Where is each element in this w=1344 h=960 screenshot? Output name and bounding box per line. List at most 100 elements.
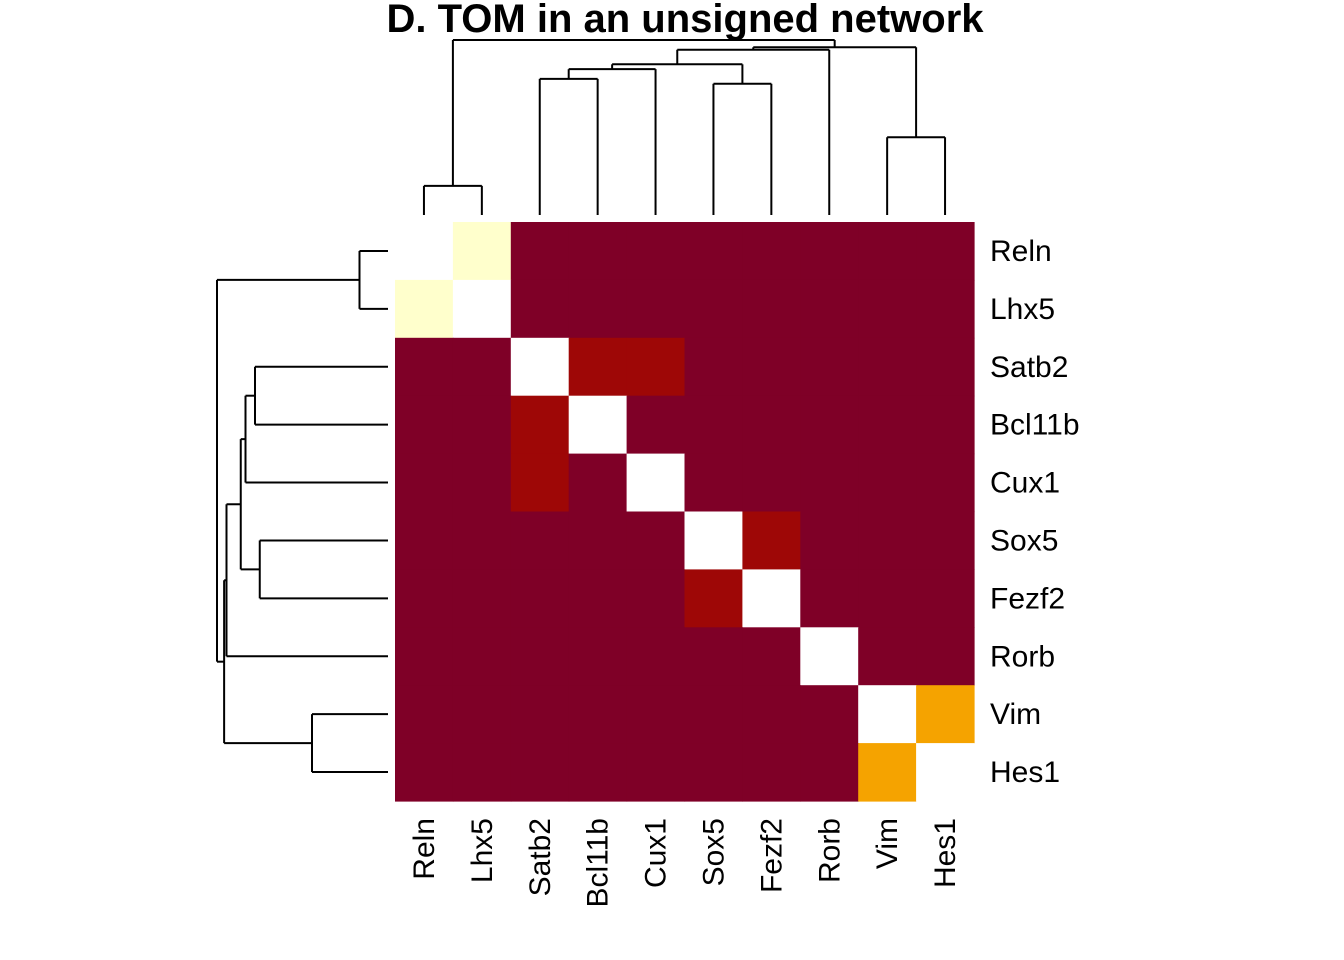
heatmap-cell-Hes1-Reln bbox=[395, 743, 454, 802]
heatmap-cell-Fezf2-Vim bbox=[858, 569, 917, 628]
row-label-Bcl11b: Bcl11b bbox=[990, 409, 1080, 442]
heatmap-cell-Lhx5-Lhx5 bbox=[452, 279, 512, 339]
heatmap-cell-Hes1-Hes1 bbox=[916, 743, 975, 802]
heatmap-cell-Vim-Lhx5 bbox=[452, 685, 512, 744]
heatmap-cell-Satb2-Hes1 bbox=[916, 337, 975, 397]
row-label-Rorb: Rorb bbox=[990, 640, 1055, 673]
heatmap-cell-Cux1-Vim bbox=[858, 453, 917, 513]
heatmap-cell-Sox5-Bcl11b bbox=[568, 511, 628, 570]
heatmap-cell-Hes1-Fezf2 bbox=[742, 743, 801, 802]
heatmap-cell-Rorb-Satb2 bbox=[510, 627, 570, 686]
heatmap-cell-Fezf2-Rorb bbox=[800, 569, 859, 628]
heatmap-cell-Bcl11b-Cux1 bbox=[626, 395, 686, 455]
heatmap-cell-Bcl11b-Reln bbox=[395, 395, 454, 455]
heatmap-cell-Vim-Rorb bbox=[800, 685, 859, 744]
heatmap-cell-Bcl11b-Bcl11b bbox=[568, 395, 628, 455]
heatmap-cell-Cux1-Satb2 bbox=[510, 453, 570, 513]
heatmap-cell-Lhx5-Cux1 bbox=[626, 279, 686, 339]
row-label-Hes1: Hes1 bbox=[990, 756, 1060, 789]
heatmap-cell-Sox5-Rorb bbox=[800, 511, 859, 570]
row-label-Vim: Vim bbox=[990, 698, 1041, 731]
heatmap-cell-Vim-Hes1 bbox=[916, 685, 975, 744]
column-label-Satb2: Satb2 bbox=[524, 818, 557, 896]
heatmap-cell-Reln-Vim bbox=[858, 222, 917, 281]
row-label-Sox5: Sox5 bbox=[990, 524, 1058, 557]
heatmap-cell-Reln-Rorb bbox=[800, 222, 859, 281]
column-dendrogram bbox=[422, 39, 947, 215]
heatmap-cell-Cux1-Rorb bbox=[800, 453, 859, 513]
heatmap-cell-Sox5-Lhx5 bbox=[452, 511, 512, 570]
heatmap-cell-Fezf2-Satb2 bbox=[510, 569, 570, 628]
row-dendrogram bbox=[216, 249, 388, 774]
heatmap-cell-Vim-Sox5 bbox=[684, 685, 743, 744]
row-label-Fezf2: Fezf2 bbox=[990, 582, 1065, 615]
heatmap-cell-Satb2-Bcl11b bbox=[568, 337, 628, 397]
heatmap-cell-Rorb-Reln bbox=[395, 627, 454, 686]
heatmap-cell-Reln-Bcl11b bbox=[568, 222, 628, 281]
heatmap-cell-Vim-Cux1 bbox=[626, 685, 686, 744]
heatmap-cell-Sox5-Reln bbox=[395, 511, 454, 570]
heatmap-cell-Hes1-Vim bbox=[858, 743, 917, 802]
heatmap-cell-Cux1-Sox5 bbox=[684, 453, 743, 513]
column-label-Cux1: Cux1 bbox=[640, 818, 673, 888]
column-label-Fezf2: Fezf2 bbox=[755, 818, 788, 893]
heatmap-cell-Lhx5-Bcl11b bbox=[568, 279, 628, 339]
heatmap-cell-Fezf2-Hes1 bbox=[916, 569, 975, 628]
heatmap-cell-Cux1-Bcl11b bbox=[568, 453, 628, 513]
column-label-Vim: Vim bbox=[871, 818, 904, 869]
heatmap-cell-Satb2-Reln bbox=[395, 337, 454, 397]
heatmap-cell-Rorb-Cux1 bbox=[626, 627, 686, 686]
row-label-Reln: Reln bbox=[990, 235, 1052, 268]
heatmap-cell-Satb2-Rorb bbox=[800, 337, 859, 397]
heatmap-cell-Sox5-Satb2 bbox=[510, 511, 570, 570]
column-label-Hes1: Hes1 bbox=[929, 818, 962, 888]
column-labels: Reln Lhx5 Satb2 Bcl11b Cux1 Sox5 Fezf2 Rorb Vim H… bbox=[408, 818, 962, 908]
row-label-Cux1: Cux1 bbox=[990, 467, 1060, 500]
heatmap-cell-Lhx5-Satb2 bbox=[510, 279, 570, 339]
column-label-Sox5: Sox5 bbox=[697, 818, 730, 886]
heatmap-cell-Fezf2-Fezf2 bbox=[742, 569, 801, 628]
heatmap-cell-Cux1-Cux1 bbox=[626, 453, 686, 513]
heatmap-cell-Bcl11b-Lhx5 bbox=[452, 395, 512, 455]
heatmap-cell-Bcl11b-Vim bbox=[858, 395, 917, 455]
heatmap-cell-Satb2-Fezf2 bbox=[742, 337, 801, 397]
heatmap-cell-Rorb-Fezf2 bbox=[742, 627, 801, 686]
heatmap-cell-Bcl11b-Fezf2 bbox=[742, 395, 801, 455]
heatmap-cell-Rorb-Lhx5 bbox=[452, 627, 512, 686]
heatmap-cell-Bcl11b-Rorb bbox=[800, 395, 859, 455]
heatmap-cell-Lhx5-Rorb bbox=[800, 279, 859, 339]
heatmap-cell-Reln-Reln bbox=[395, 222, 454, 281]
heatmap-cell-Lhx5-Reln bbox=[395, 279, 454, 339]
heatmap-cell-Bcl11b-Satb2 bbox=[510, 395, 570, 455]
heatmap-cell-Lhx5-Vim bbox=[858, 279, 917, 339]
column-label-Bcl11b: Bcl11b bbox=[582, 818, 615, 908]
heatmap-cell-Satb2-Cux1 bbox=[626, 337, 686, 397]
heatmap-cell-Satb2-Vim bbox=[858, 337, 917, 397]
heatmap-cell-Sox5-Fezf2 bbox=[742, 511, 801, 570]
heatmap-cell-Sox5-Cux1 bbox=[626, 511, 686, 570]
heatmap-cell-Sox5-Sox5 bbox=[684, 511, 743, 570]
heatmap-cell-Bcl11b-Hes1 bbox=[916, 395, 975, 455]
heatmap-cell-Vim-Bcl11b bbox=[568, 685, 628, 744]
heatmap-cells bbox=[395, 222, 975, 802]
heatmap-cell-Hes1-Cux1 bbox=[626, 743, 686, 802]
heatmap-cell-Sox5-Vim bbox=[858, 511, 917, 570]
heatmap-cell-Vim-Vim bbox=[858, 685, 917, 744]
heatmap-cell-Lhx5-Sox5 bbox=[684, 279, 743, 339]
heatmap-cell-Rorb-Hes1 bbox=[916, 627, 975, 686]
column-label-Reln: Reln bbox=[408, 818, 441, 880]
heatmap-cell-Vim-Satb2 bbox=[510, 685, 570, 744]
heatmap-cell-Rorb-Sox5 bbox=[684, 627, 743, 686]
heatmap-cell-Reln-Cux1 bbox=[626, 222, 686, 281]
heatmap-cell-Vim-Reln bbox=[395, 685, 454, 744]
heatmap-cell-Bcl11b-Sox5 bbox=[684, 395, 743, 455]
column-label-Rorb: Rorb bbox=[813, 818, 846, 883]
heatmap-cell-Cux1-Fezf2 bbox=[742, 453, 801, 513]
heatmap-cell-Reln-Satb2 bbox=[510, 222, 570, 281]
heatmap-cell-Cux1-Reln bbox=[395, 453, 454, 513]
heatmap-cell-Reln-Fezf2 bbox=[742, 222, 801, 281]
heatmap-cell-Rorb-Vim bbox=[858, 627, 917, 686]
heatmap-cell-Sox5-Hes1 bbox=[916, 511, 975, 570]
chart-title: D. TOM in an unsigned network bbox=[386, 0, 984, 41]
